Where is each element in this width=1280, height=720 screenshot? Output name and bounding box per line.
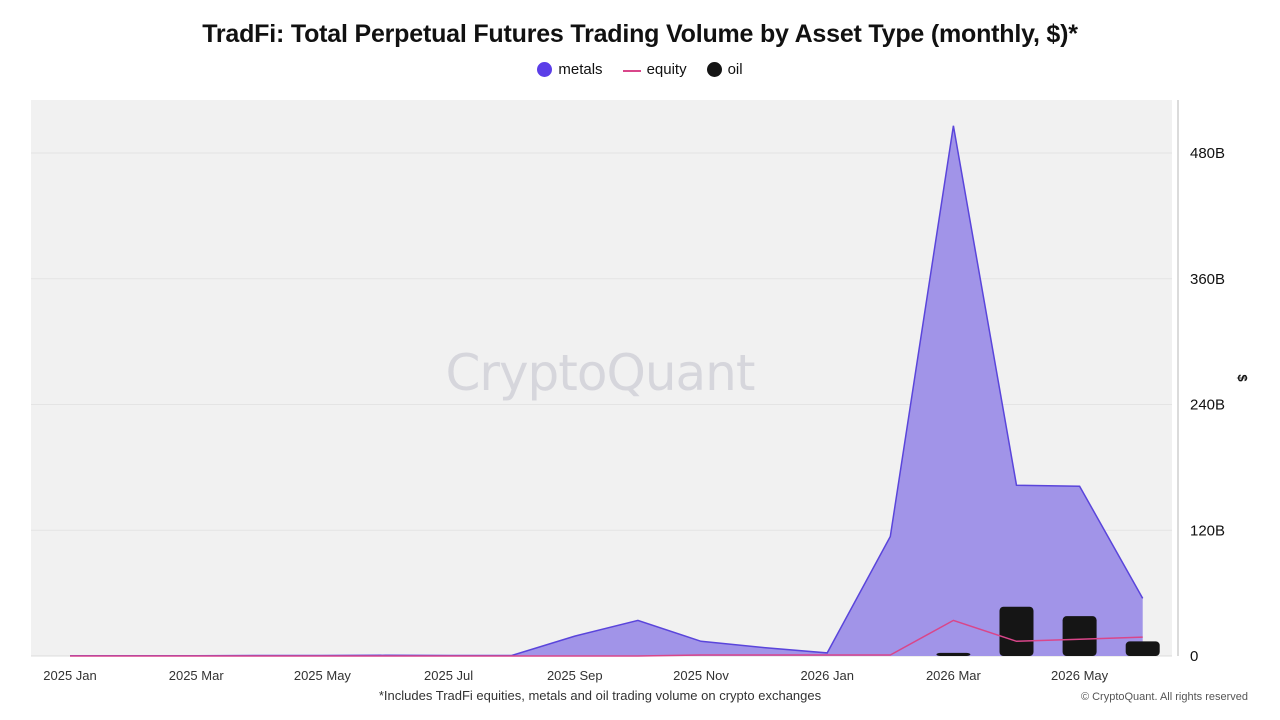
x-tick-label: 2026 May — [1051, 668, 1109, 683]
x-tick-label: 2025 May — [294, 668, 352, 683]
legend-marker-metals — [537, 62, 553, 77]
legend-marker-equity — [622, 69, 641, 72]
y-tick-label: 480B — [1190, 145, 1225, 162]
x-tick-label: 2025 Mar — [169, 668, 225, 683]
oil-bar — [936, 652, 971, 656]
watermark: CryptoQuant — [446, 344, 755, 402]
copyright-notice: © CryptoQuant. All rights reserved — [1080, 691, 1248, 703]
y-tick-label: 360B — [1190, 271, 1225, 288]
x-tick-label: 2025 Jul — [424, 668, 473, 683]
oil-bar — [999, 606, 1034, 656]
legend-label-equity: equity — [646, 61, 687, 78]
legend-item-oil[interactable]: oil — [706, 61, 743, 78]
equity-line — [70, 619, 1143, 657]
x-tick-label: 2025 Sep — [547, 668, 603, 683]
x-tick-label: 2025 Jan — [43, 668, 97, 683]
legend-item-equity[interactable]: equity — [622, 61, 687, 78]
y-tick-label: 240B — [1190, 397, 1225, 414]
chart-legend: metals equity oil — [0, 61, 1280, 78]
legend-marker-oil — [706, 62, 722, 77]
x-tick-label: 2025 Nov — [673, 668, 729, 683]
y-tick-label: 120B — [1190, 522, 1225, 539]
oil-bar — [1062, 616, 1097, 656]
legend-label-oil: oil — [727, 61, 743, 78]
metals-area — [70, 125, 1143, 657]
y-tick-label: 0 — [1190, 648, 1198, 665]
x-tick-label: 2026 Mar — [926, 668, 982, 683]
y-axis-unit-label: $ — [1235, 374, 1250, 382]
legend-item-metals[interactable]: metals — [537, 61, 603, 78]
oil-bar — [1125, 641, 1160, 656]
chart-title: TradFi: Total Perpetual Futures Trading … — [202, 20, 1078, 48]
x-tick-label: 2026 Jan — [800, 668, 854, 683]
legend-label-metals: metals — [558, 61, 603, 78]
footnote: *Includes TradFi equities, metals and oi… — [378, 688, 822, 703]
